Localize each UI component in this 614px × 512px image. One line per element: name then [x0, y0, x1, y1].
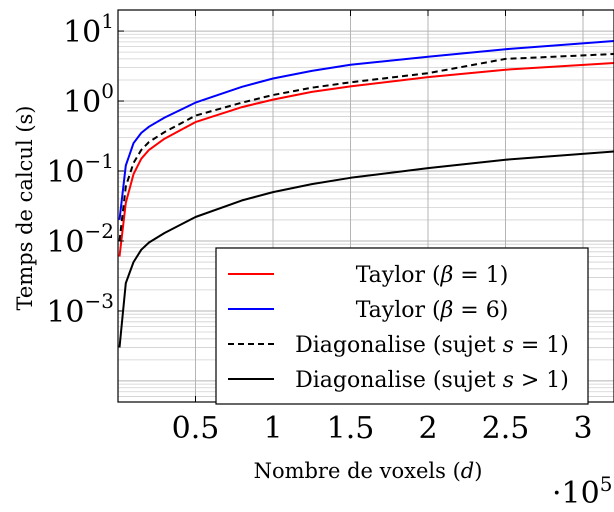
legend: Taylor (β = 1) Taylor (β = 6) Diagonalise … [215, 247, 589, 405]
legend-label-3: Diagonalise (sujet s = 1) [295, 333, 569, 358]
x-axis-label: Nombre de voxels (d) [254, 459, 483, 483]
series-line-4 [118, 150, 614, 348]
series-line-1 [118, 62, 614, 257]
legend-label-2: Taylor (β = 6) [356, 298, 509, 323]
y-axis-ticks: 101 100 10−1 10−2 10−3 [46, 9, 124, 330]
legend-label-4: Diagonalise (sujet s > 1) [295, 368, 569, 393]
x-tick-label: 2 [418, 411, 437, 446]
x-axis-ticks: 0.5 1 1.5 2 2.5 3 [172, 10, 593, 446]
series-group [118, 40, 614, 348]
y-tick-label: 10−1 [46, 149, 114, 190]
x-tick-label: 0.5 [172, 411, 220, 446]
x-tick-label: 1.5 [327, 411, 375, 446]
series-line-3 [118, 53, 614, 242]
y-tick-label: 10−3 [46, 289, 114, 330]
y-tick-label: 10−2 [46, 219, 114, 260]
x-axis-multiplier: ·105 [552, 472, 612, 511]
y-tick-label: 100 [63, 79, 114, 120]
x-tick-label: 3 [573, 411, 592, 446]
y-tick-label: 101 [63, 9, 114, 50]
series-line-2 [118, 40, 614, 221]
legend-box [215, 247, 589, 405]
x-tick-label: 1 [263, 411, 282, 446]
y-axis-label: Temps de calcul (s) [13, 106, 37, 311]
legend-label-1: Taylor (β = 1) [356, 263, 509, 288]
x-tick-label: 2.5 [482, 411, 530, 446]
